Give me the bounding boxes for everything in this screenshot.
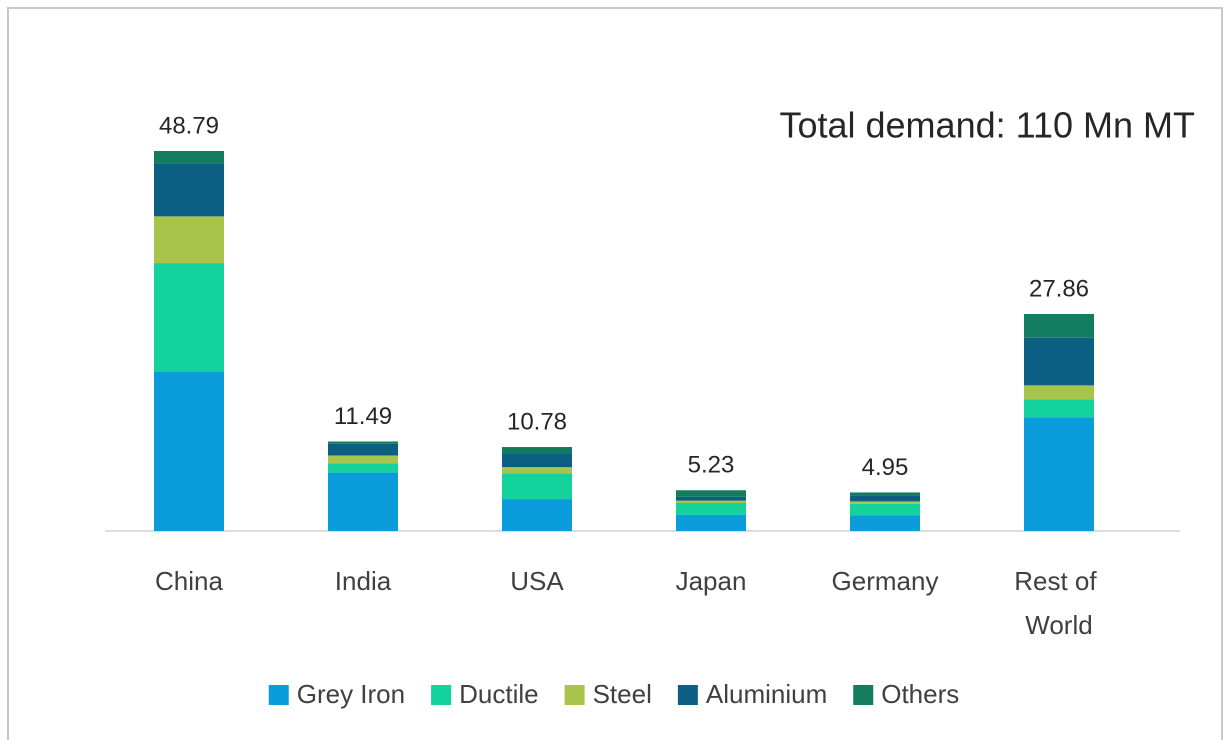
bar-segment bbox=[154, 371, 224, 531]
legend-swatch bbox=[853, 685, 874, 705]
bar-segment bbox=[154, 163, 224, 217]
x-tick-label: Germany bbox=[832, 566, 939, 596]
x-tick-label: India bbox=[335, 566, 392, 596]
legend-label: Aluminium bbox=[706, 679, 827, 709]
legend-item: Ductile bbox=[431, 679, 539, 709]
legend-swatch bbox=[564, 685, 585, 705]
bar-segment bbox=[676, 502, 746, 515]
bar-segment bbox=[676, 490, 746, 497]
bar-segment bbox=[1024, 314, 1094, 338]
bar-segment bbox=[1024, 385, 1094, 400]
legend-item: Others bbox=[853, 679, 959, 709]
legend-swatch bbox=[677, 685, 698, 705]
bar-segment bbox=[154, 263, 224, 372]
bar-segment bbox=[154, 151, 224, 164]
bar-segment bbox=[1024, 417, 1094, 531]
total-label: 5.23 bbox=[688, 452, 735, 479]
bar-segment bbox=[328, 455, 398, 464]
bar-segment bbox=[850, 495, 920, 502]
bar-segment bbox=[676, 496, 746, 501]
legend-label: Grey Iron bbox=[297, 679, 405, 709]
x-tick-label: USA bbox=[510, 566, 564, 596]
annotation: Total demand: 110 Mn MT bbox=[779, 105, 1195, 146]
legend-label: Ductile bbox=[459, 679, 538, 709]
total-label: 27.86 bbox=[1029, 275, 1089, 302]
bar-segment bbox=[502, 473, 572, 500]
bar-segment bbox=[502, 499, 572, 531]
legend-label: Steel bbox=[593, 679, 652, 709]
bar-segment bbox=[502, 453, 572, 468]
total-label: 4.95 bbox=[862, 454, 909, 481]
label-line: Rest of bbox=[1014, 566, 1104, 596]
legend-item: Aluminium bbox=[677, 679, 827, 709]
x-tick-label: China bbox=[155, 566, 223, 596]
legend-swatch bbox=[268, 685, 289, 705]
bar-segment bbox=[502, 447, 572, 454]
bar-segment bbox=[676, 500, 746, 503]
bar-segment bbox=[502, 467, 572, 474]
bar-segment bbox=[676, 514, 746, 531]
legend-item: Grey Iron bbox=[268, 679, 405, 709]
legend-label: Others bbox=[881, 679, 959, 709]
bar-segment bbox=[1024, 399, 1094, 418]
x-tick-label: Japan bbox=[676, 566, 747, 596]
bar-segment bbox=[328, 463, 398, 473]
bar-segment bbox=[328, 441, 398, 444]
chart-border bbox=[7, 7, 1223, 740]
bar-segment bbox=[850, 492, 920, 496]
legend-swatch bbox=[431, 685, 452, 705]
bar-segment bbox=[1024, 337, 1094, 386]
bar-segment bbox=[850, 503, 920, 516]
total-label: 48.79 bbox=[159, 112, 219, 139]
legend-item: Steel bbox=[564, 679, 652, 709]
bar-segment bbox=[850, 515, 920, 531]
bar-segment bbox=[154, 216, 224, 264]
bar-segment bbox=[328, 472, 398, 531]
total-label: 11.49 bbox=[334, 403, 392, 430]
bar-segment bbox=[328, 443, 398, 456]
total-label: 10.78 bbox=[507, 408, 567, 435]
bar-segment bbox=[850, 501, 920, 504]
x-tick-label: Rest of World bbox=[1014, 566, 1104, 640]
label-line: World bbox=[1025, 610, 1092, 640]
